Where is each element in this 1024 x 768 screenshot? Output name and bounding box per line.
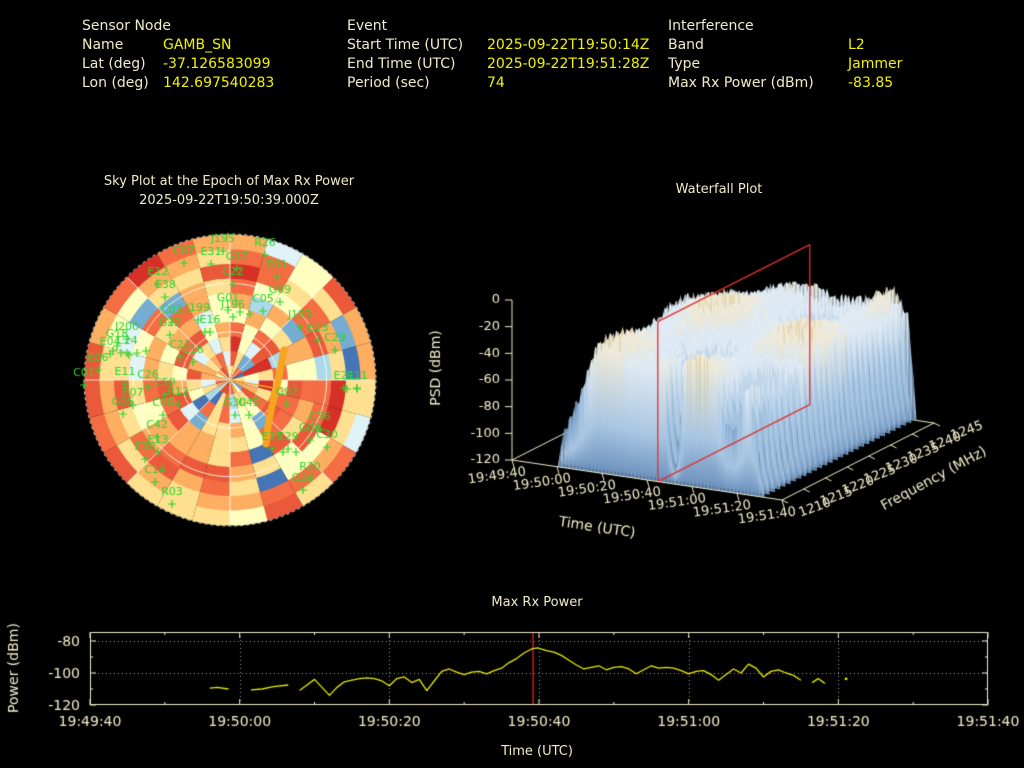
waterfall-title: Waterfall Plot xyxy=(675,182,763,197)
event-start-row: Start Time (UTC) 2025-09-22T19:50:14Z xyxy=(347,36,649,55)
event-end-value: 2025-09-22T19:51:28Z xyxy=(487,56,650,72)
interference-power-row: Max Rx Power (dBm) -83.85 xyxy=(668,74,902,93)
event-period-value: 74 xyxy=(487,75,505,91)
power-chart-title: Max Rx Power xyxy=(491,595,583,610)
sensor-lon-label: Lon (deg) xyxy=(82,75,149,91)
sensor-lon-row: Lon (deg) 142.697540283 xyxy=(82,74,274,93)
skyplot-title-line1: Sky Plot at the Epoch of Max Rx Power xyxy=(103,174,355,189)
event-end-row: End Time (UTC) 2025-09-22T19:51:28Z xyxy=(347,55,649,74)
event-end-label: End Time (UTC) xyxy=(347,56,456,72)
sensor-name-label: Name xyxy=(82,37,124,53)
interference-panel: Interference Band L2 Type Jammer Max Rx … xyxy=(668,17,902,93)
interference-power-label: Max Rx Power (dBm) xyxy=(668,75,814,91)
event-panel: Event Start Time (UTC) 2025-09-22T19:50:… xyxy=(347,17,649,93)
event-period-label: Period (sec) xyxy=(347,75,430,91)
sensor-lat-label: Lat (deg) xyxy=(82,56,146,72)
interference-band-row: Band L2 xyxy=(668,36,902,55)
event-title: Event xyxy=(347,18,388,34)
event-start-value: 2025-09-22T19:50:14Z xyxy=(487,37,650,53)
sensor-node-panel: Sensor Node Name GAMB_SN Lat (deg) -37.1… xyxy=(82,17,274,93)
sensor-lon-value: 142.697540283 xyxy=(163,75,275,91)
sensor-lat-row: Lat (deg) -37.126583099 xyxy=(82,55,274,74)
interference-type-value: Jammer xyxy=(848,56,903,72)
event-period-row: Period (sec) 74 xyxy=(347,74,649,93)
sensor-node-title: Sensor Node xyxy=(82,18,171,34)
interference-power-value: -83.85 xyxy=(848,75,894,91)
power-chart-xlabel: Time (UTC) xyxy=(501,744,573,759)
interference-type-label: Type xyxy=(668,56,701,72)
interference-title: Interference xyxy=(668,18,754,34)
skyplot-title-line2: 2025-09-22T19:50:39.000Z xyxy=(139,193,319,208)
event-start-label: Start Time (UTC) xyxy=(347,37,464,53)
sensor-name-value: GAMB_SN xyxy=(163,37,232,53)
sensor-lat-value: -37.126583099 xyxy=(163,56,271,72)
interference-band-value: L2 xyxy=(848,37,865,53)
sensor-name-row: Name GAMB_SN xyxy=(82,36,274,55)
skyplot-title: Sky Plot at the Epoch of Max Rx Power 20… xyxy=(54,172,404,210)
interference-band-label: Band xyxy=(668,37,704,53)
interference-type-row: Type Jammer xyxy=(668,55,902,74)
